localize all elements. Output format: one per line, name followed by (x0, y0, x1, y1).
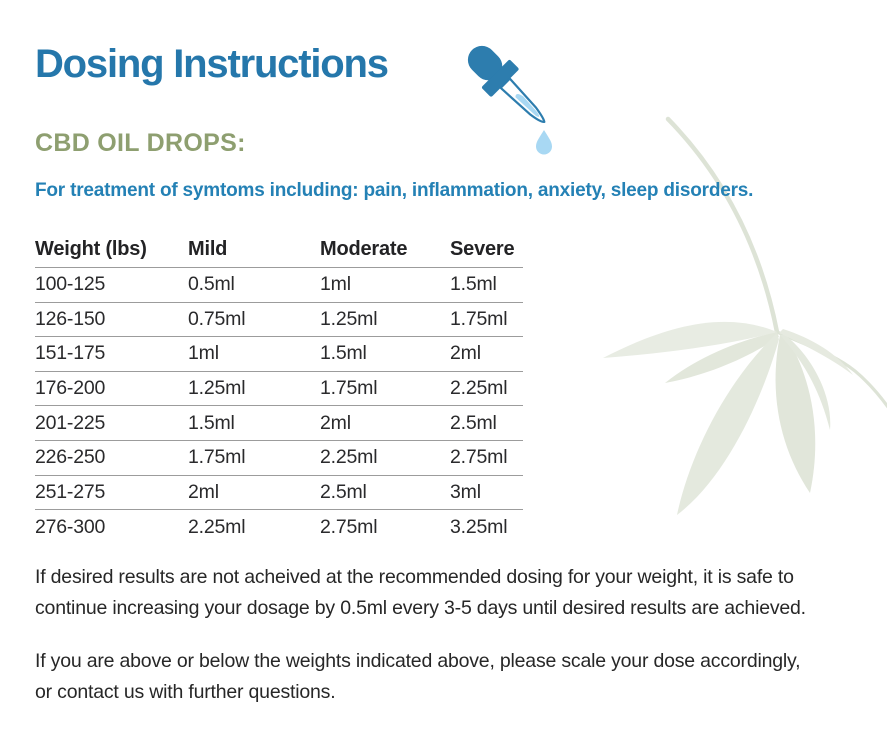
dropper-icon (450, 30, 590, 165)
table-cell: 1.5ml (320, 342, 367, 365)
table-cell: 1ml (188, 342, 219, 365)
table-cell: 1.5ml (188, 411, 235, 434)
table-row: 201-225 1.5ml 2ml 2.5ml (35, 406, 523, 441)
table-cell: 126-150 (35, 307, 106, 330)
table-cell: 226-250 (35, 446, 106, 469)
table-cell: 2.25ml (450, 377, 508, 400)
table-row: 276-300 2.25ml 2.75ml 3.25ml (35, 510, 523, 545)
page-title: Dosing Instructions (35, 42, 389, 86)
table-cell: 0.75ml (188, 307, 246, 330)
table-cell: 1.25ml (188, 377, 246, 400)
table-cell: 201-225 (35, 411, 106, 434)
table-cell: 176-200 (35, 377, 106, 400)
table-header-cell: Mild (188, 237, 228, 260)
table-header-cell: Weight (lbs) (35, 237, 147, 260)
table-cell: 2.5ml (320, 480, 367, 503)
leaf-watermark (597, 95, 887, 555)
table-cell: 0.5ml (188, 273, 235, 296)
dosing-table-body: 100-125 0.5ml 1ml 1.5ml 126-150 0.75ml 1.25ml 1… (35, 268, 523, 545)
paragraph-line: If you are above or below the weights in… (35, 650, 801, 672)
table-cell: 1.75ml (320, 377, 378, 400)
table-row: 251-275 2ml 2.5ml 3ml (35, 476, 523, 511)
table-cell: 2.25ml (320, 446, 378, 469)
subtitle: For treatment of symtoms including: pain… (35, 180, 754, 201)
section-heading: CBD OIL DROPS: (35, 129, 246, 157)
table-cell: 2ml (188, 480, 219, 503)
table-row: 226-250 1.75ml 2.25ml 2.75ml (35, 441, 523, 476)
paragraph-weight-scaling: If you are above or below the weights in… (35, 646, 801, 708)
paragraph-line: or contact us with further questions. (35, 681, 336, 703)
table-cell: 2.5ml (450, 411, 497, 434)
table-cell: 1.25ml (320, 307, 378, 330)
paragraph-dosing-increase: If desired results are not acheived at t… (35, 562, 806, 624)
table-cell: 1.75ml (450, 307, 508, 330)
table-cell: 2ml (320, 411, 351, 434)
table-row: 126-150 0.75ml 1.25ml 1.75ml (35, 303, 523, 338)
paragraph-line: continue increasing your dosage by 0.5ml… (35, 597, 806, 619)
paragraph-line: If desired results are not acheived at t… (35, 566, 794, 588)
table-row: 176-200 1.25ml 1.75ml 2.25ml (35, 372, 523, 407)
table-row: 151-175 1ml 1.5ml 2ml (35, 337, 523, 372)
table-header-cell: Moderate (320, 237, 408, 260)
dosing-table: Weight (lbs) Mild Moderate Severe 100-125 0.… (35, 231, 523, 545)
table-cell: 251-275 (35, 480, 106, 503)
table-cell: 1.75ml (188, 446, 246, 469)
dosing-table-header: Weight (lbs) Mild Moderate Severe (35, 231, 523, 268)
table-cell: 151-175 (35, 342, 106, 365)
table-cell: 2ml (450, 342, 481, 365)
table-row: 100-125 0.5ml 1ml 1.5ml (35, 268, 523, 303)
table-cell: 100-125 (35, 273, 106, 296)
table-cell: 1ml (320, 273, 351, 296)
leaf-icon (603, 116, 887, 515)
table-header-cell: Severe (450, 237, 515, 260)
table-cell: 2.75ml (450, 446, 508, 469)
table-cell: 3ml (450, 480, 481, 503)
table-cell: 3.25ml (450, 515, 508, 538)
table-cell: 276-300 (35, 515, 106, 538)
table-cell: 2.75ml (320, 515, 378, 538)
table-cell: 2.25ml (188, 515, 246, 538)
table-cell: 1.5ml (450, 273, 497, 296)
